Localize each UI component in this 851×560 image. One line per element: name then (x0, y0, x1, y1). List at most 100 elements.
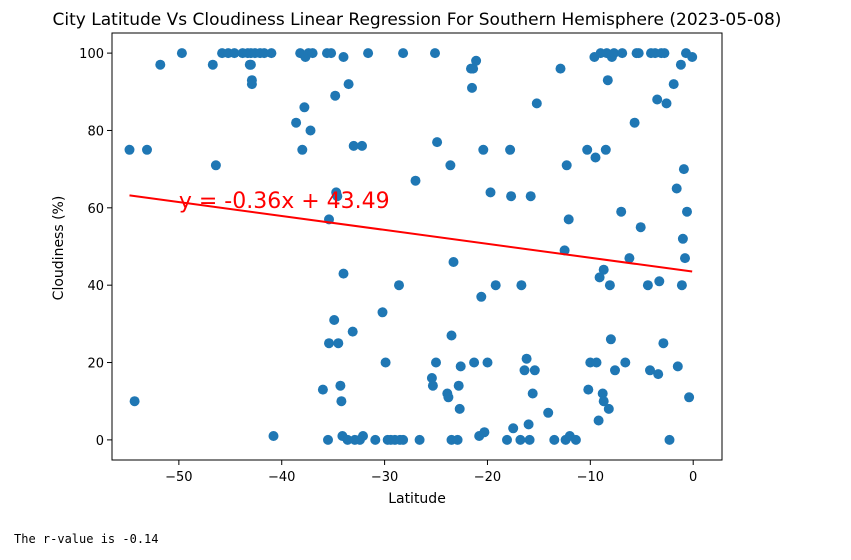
y-tick-label: 40 (87, 279, 104, 294)
data-point-3 (155, 59, 166, 70)
data-point-114 (563, 214, 574, 225)
data-point-109 (549, 434, 560, 445)
data-point-122 (591, 357, 602, 368)
data-point-101 (521, 353, 532, 364)
data-point-116 (570, 434, 581, 445)
data-point-150 (652, 94, 663, 105)
data-point-46 (343, 79, 354, 90)
y-tick-label: 80 (87, 124, 104, 139)
data-point-117 (582, 144, 593, 155)
regression-line (129, 194, 693, 273)
data-point-132 (603, 403, 614, 414)
data-point-141 (624, 253, 635, 264)
y-axis: 0 20 40 60 80 100 (79, 47, 112, 449)
data-point-35 (323, 434, 333, 445)
data-point-91 (482, 357, 493, 368)
data-point-47 (342, 434, 353, 445)
data-point-83 (467, 82, 477, 93)
data-point-123 (593, 415, 604, 426)
data-point-140 (620, 357, 631, 368)
data-point-69 (430, 48, 440, 59)
data-point-168 (684, 392, 695, 403)
data-point-57 (380, 357, 391, 368)
data-point-139 (617, 48, 628, 59)
data-point-145 (635, 222, 646, 233)
data-point-108 (543, 407, 554, 418)
data-point-30 (317, 384, 328, 395)
data-point-75 (446, 330, 457, 341)
data-point-21 (268, 431, 279, 441)
data-point-67 (426, 373, 437, 383)
data-point-159 (671, 183, 682, 194)
data-point-106 (529, 365, 540, 376)
data-point-1 (129, 396, 140, 407)
data-point-163 (677, 233, 688, 244)
x-tick-label: −40 (268, 470, 295, 485)
x-tick-label: −50 (165, 470, 192, 485)
data-point-138 (616, 206, 627, 217)
data-point-66 (414, 434, 425, 445)
data-point-147 (645, 365, 655, 376)
data-point-25 (299, 102, 310, 113)
data-point-96 (506, 191, 517, 202)
data-point-121 (590, 152, 601, 163)
data-point-71 (431, 357, 441, 368)
data-point-44 (338, 268, 349, 279)
data-point-29 (307, 48, 318, 59)
data-point-157 (664, 434, 675, 445)
scatter-chart: City Latitude Vs Cloudiness Linear Regre… (51, 10, 782, 507)
data-point-68 (427, 380, 438, 391)
data-point-142 (629, 117, 640, 128)
x-tick-label: −30 (371, 470, 398, 485)
data-point-133 (604, 280, 615, 291)
data-point-56 (377, 307, 388, 318)
data-point-113 (561, 160, 572, 171)
data-point-93 (490, 280, 501, 291)
data-point-90 (479, 427, 490, 438)
data-point-107 (531, 98, 542, 109)
data-point-160 (672, 361, 683, 372)
data-point-124 (594, 272, 605, 283)
data-point-6 (210, 160, 221, 171)
data-point-28 (305, 125, 316, 136)
data-point-105 (527, 388, 538, 399)
data-point-34 (324, 338, 334, 349)
data-point-9 (229, 48, 240, 59)
data-point-39 (332, 191, 343, 202)
data-point-95 (505, 144, 516, 155)
data-point-136 (609, 48, 619, 59)
data-point-158 (668, 79, 679, 90)
y-tick-label: 60 (87, 202, 104, 217)
data-point-151 (653, 369, 664, 380)
x-axis-label: Latitude (388, 491, 446, 507)
regression-equation: y = -0.36x + 43.49 (179, 189, 390, 214)
data-point-154 (658, 338, 669, 349)
data-point-128 (598, 264, 609, 275)
data-point-165 (680, 253, 690, 264)
plot-area: y = -0.36x + 43.49 (111, 32, 723, 461)
chart-title: City Latitude Vs Cloudiness Linear Regre… (53, 10, 782, 30)
data-point-20 (266, 48, 277, 59)
x-tick-label: 0 (689, 470, 697, 485)
x-axis: −50 −40 −30 −20 −10 0 (165, 460, 697, 485)
data-point-144 (633, 48, 644, 59)
data-point-42 (336, 396, 347, 407)
y-axis-label: Cloudiness (%) (51, 196, 67, 301)
data-point-111 (559, 245, 570, 256)
data-point-152 (654, 276, 665, 287)
data-point-103 (524, 434, 535, 445)
data-point-49 (348, 140, 359, 151)
data-point-36 (329, 315, 340, 325)
data-point-99 (515, 434, 526, 445)
data-point-169 (687, 52, 698, 62)
data-point-77 (448, 257, 459, 267)
data-point-118 (583, 384, 594, 395)
data-point-84 (468, 63, 479, 74)
data-point-0 (124, 144, 135, 155)
data-point-24 (297, 144, 308, 155)
data-point-102 (523, 419, 534, 430)
r-value-output: The r-value is -0.14 (14, 532, 159, 546)
x-tick-label: −20 (474, 470, 501, 485)
data-point-162 (676, 280, 687, 291)
y-tick-label: 100 (79, 47, 104, 62)
